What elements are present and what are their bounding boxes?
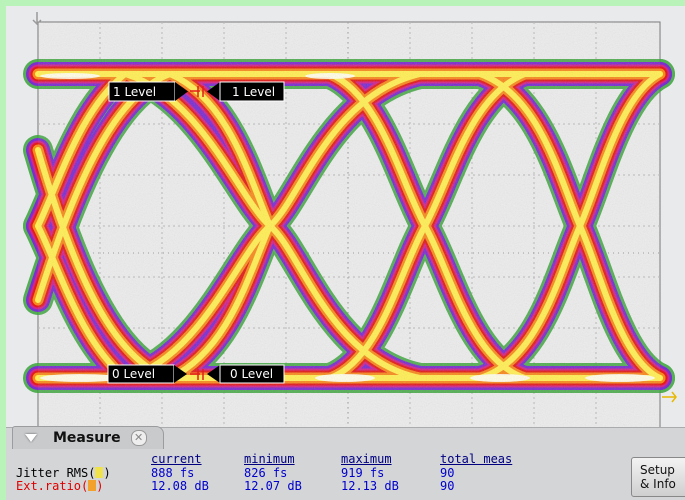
jitter-maximum: 919 fs	[341, 466, 385, 480]
zero-level-left-label: 0 Level	[112, 367, 155, 381]
one-level-right-label: 1 Level	[232, 85, 275, 99]
one-level-left-label: 1 Level	[113, 85, 156, 99]
jitter-minimum: 826 fs	[244, 466, 288, 480]
close-icon[interactable]: ✕	[130, 430, 147, 446]
measure-tab[interactable]: Measure ✕	[12, 426, 164, 449]
row-label-ext-ratio: Ext.ratio()	[16, 479, 104, 493]
channel-offset-arrow-icon	[662, 391, 677, 403]
jitter-total: 90	[440, 466, 455, 480]
jitter-current: 888 fs	[151, 466, 195, 480]
ext-ratio-total: 90	[440, 479, 455, 493]
measure-title: Measure	[53, 430, 121, 446]
channel-chip-icon	[88, 480, 97, 491]
column-header-total-meas[interactable]: total meas	[440, 452, 513, 466]
column-header-current[interactable]: current	[151, 452, 202, 466]
zero-level-marker[interactable]: 0 Level 0 Level	[107, 364, 285, 384]
ext-ratio-minimum: 12.07 dB	[244, 479, 302, 493]
row-label-jitter: Jitter RMS()	[16, 466, 111, 480]
ext-ratio-maximum: 12.13 dB	[341, 479, 399, 493]
setup-info-button[interactable]: Setup & Info	[631, 457, 685, 497]
measure-panel: Measure ✕ current minimum maximum total …	[6, 426, 685, 500]
channel-chip-icon	[95, 467, 104, 478]
column-header-minimum[interactable]: minimum	[244, 452, 295, 466]
setup-label: Setup	[640, 463, 675, 477]
info-label: & Info	[640, 477, 676, 491]
column-header-maximum[interactable]: maximum	[341, 452, 392, 466]
trigger-marker-icon	[32, 12, 42, 26]
ext-ratio-current: 12.08 dB	[151, 479, 209, 493]
zero-level-right-label: 0 Level	[230, 367, 273, 381]
collapse-triangle-icon[interactable]	[25, 434, 37, 442]
one-level-marker[interactable]: 1 Level 1 Level	[108, 81, 285, 102]
eye-diagram-display[interactable]: 1 Level 1 Level 0 Level 0 Level	[0, 0, 685, 430]
